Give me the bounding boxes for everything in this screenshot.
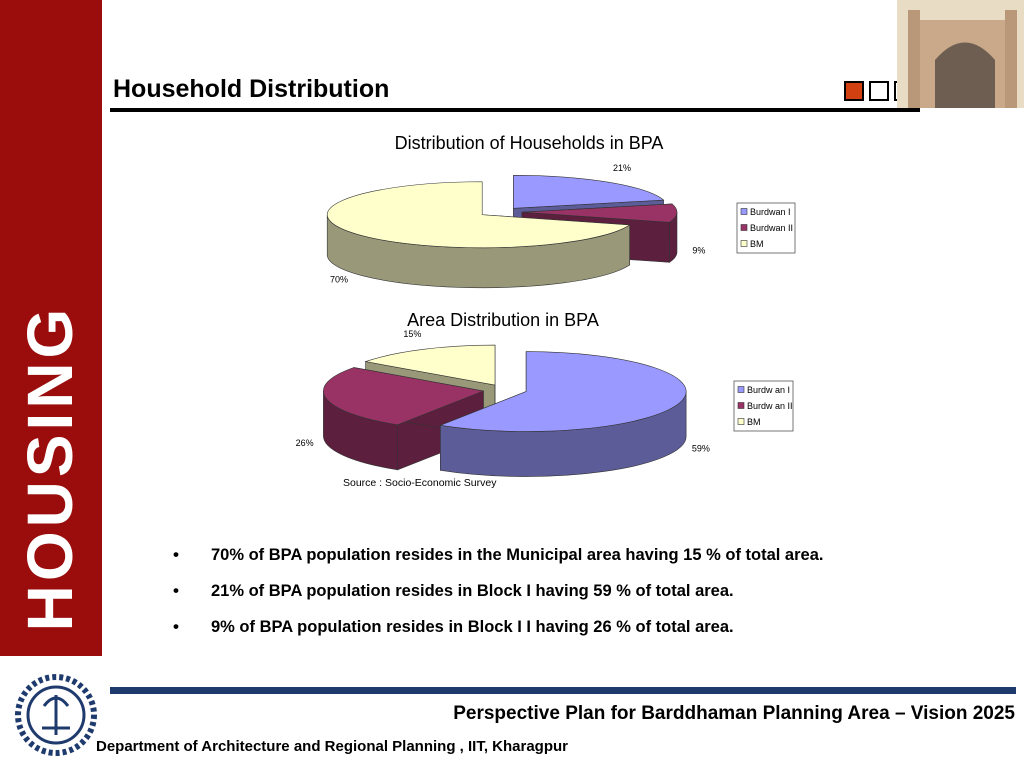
data-label: 9% [692,246,705,256]
legend-swatch [737,402,745,409]
chart-title: Area Distribution in BPA [407,310,599,330]
legend-swatch [740,240,748,247]
bullet-symbol: • [173,617,179,636]
legend-label: Burdwan II [750,223,793,233]
legend-label: BM [750,239,764,249]
legend-label: Burdwan I [750,207,791,217]
data-label: 15% [403,329,421,339]
building-photo [897,0,1024,108]
nav-square [844,81,864,101]
legend-swatch [740,224,748,231]
legend-swatch [740,208,748,215]
slice [326,181,631,289]
footer-rule [110,687,1016,694]
footer-dept: Department of Architecture and Regional … [96,738,568,755]
chart-title: Distribution of Households in BPA [395,133,664,153]
slice [439,351,687,477]
source-note: Source : Socio-Economic Survey [343,477,497,489]
side-title: HOUSING [14,305,86,632]
legend-swatch [737,386,745,393]
bullet-symbol: • [173,545,179,564]
slice-top [521,203,678,223]
title-rule [110,108,920,112]
slice-top [326,181,631,249]
footer-title: Perspective Plan for Barddhaman Planning… [453,703,1015,724]
slice-top [323,367,485,426]
logo [15,674,97,756]
data-label: 26% [296,438,314,448]
bullet-text: 21% of BPA population resides in Block I… [211,582,734,600]
side-bar [0,0,102,656]
legend-label: Burdw an I [747,385,790,395]
data-label: 70% [330,274,348,284]
bullet-symbol: • [173,581,179,600]
slice-top [513,174,665,209]
bullet-text: 70% of BPA population resides in the Mun… [211,546,823,564]
data-label: 59% [692,444,710,454]
legend-label: BM [747,417,761,427]
slide-title: Household Distribution [113,75,389,103]
slice [323,367,485,471]
data-label: 21% [613,163,631,173]
slice-top [439,351,687,432]
legend-label: Burdw an II [747,401,793,411]
legend-swatch [737,418,745,425]
slice-top [364,344,496,386]
nav-square [869,81,889,101]
bullet-text: 9% of BPA population resides in Block I … [211,618,734,636]
